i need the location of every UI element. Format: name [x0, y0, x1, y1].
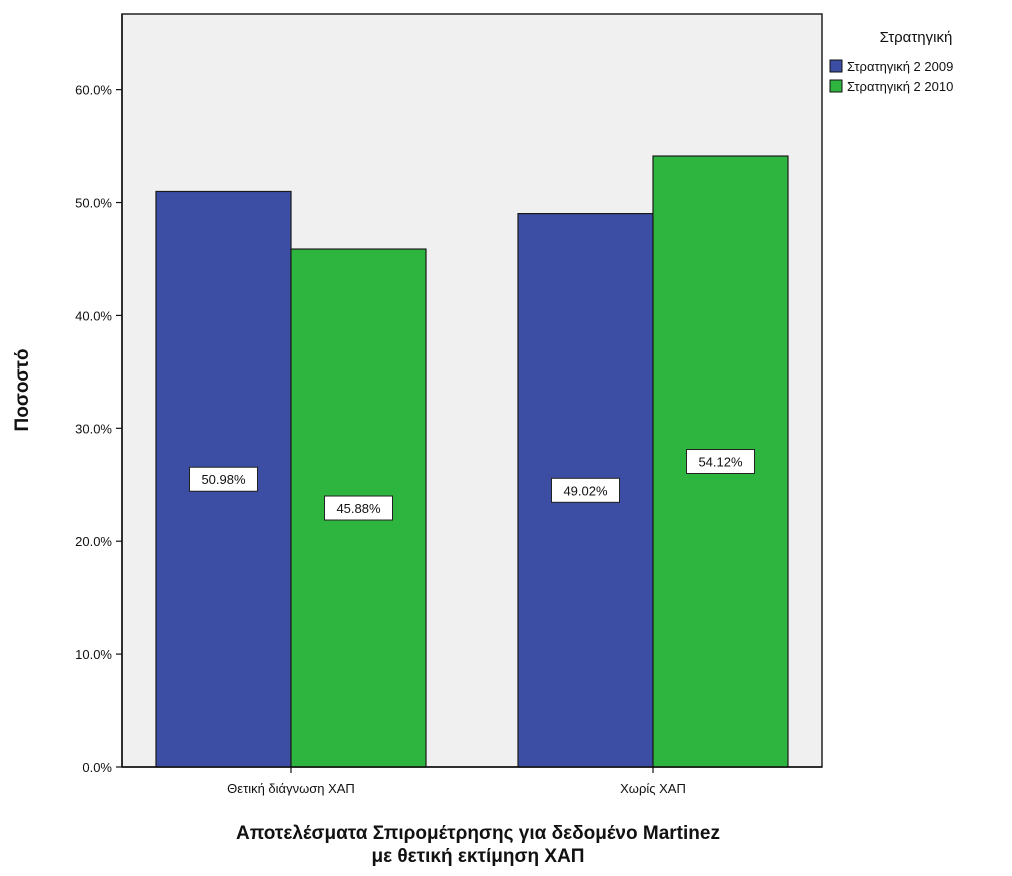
data-label: 54.12% [686, 449, 755, 475]
data-label-box [324, 495, 393, 521]
x-tick-label: Θετική διάγνωση ΧΑΠ [227, 781, 355, 796]
data-label: 45.88% [324, 495, 393, 521]
x-tick-label: Χωρίς ΧΑΠ [620, 781, 686, 796]
y-tick-label: 50.0% [75, 196, 112, 211]
data-label-text: 50.98% [201, 472, 246, 487]
data-label-box [551, 477, 620, 503]
data-label-text: 45.88% [336, 501, 381, 516]
legend-swatch-1 [829, 59, 843, 73]
x-axis-title-line-1: Αποτελέσματα Σπιρομέτρησης για δεδομένο … [236, 823, 720, 844]
data-label-box [686, 449, 755, 475]
legend-label-2: Στρατηγική 2 2010 [847, 79, 953, 94]
legend-label-1: Στρατηγική 2 2009 [847, 59, 953, 74]
y-tick-label: 0.0% [82, 760, 112, 775]
y-tick-label: 30.0% [75, 421, 112, 436]
data-label-text: 54.12% [698, 455, 743, 470]
data-label: 49.02% [551, 477, 620, 503]
y-axis-title: Ποσοστό [12, 348, 33, 431]
legend-title: Στρατηγική [880, 29, 953, 46]
data-label: 50.98% [189, 466, 258, 492]
legend-swatch-2 [829, 79, 843, 93]
y-tick-label: 10.0% [75, 647, 112, 662]
data-label-box [189, 466, 258, 492]
data-label-text: 49.02% [563, 483, 608, 498]
x-axis-title-line-2: με θετική εκτίμηση ΧΑΠ [371, 846, 584, 867]
legend: Στρατηγική 2 2009 Στρατηγική 2 2010 [829, 59, 953, 94]
y-tick-label: 60.0% [75, 83, 112, 98]
y-tick-label: 40.0% [75, 308, 112, 323]
y-tick-label: 20.0% [75, 534, 112, 549]
